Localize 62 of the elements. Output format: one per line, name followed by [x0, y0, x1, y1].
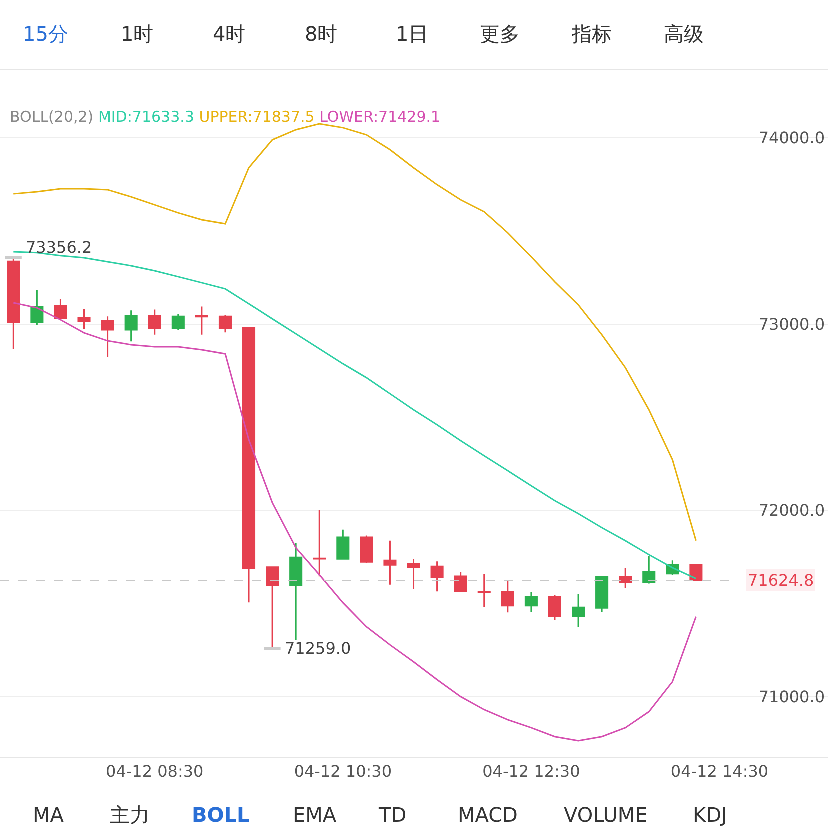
- candlestick: [172, 313, 185, 331]
- text: 主力: [110, 803, 150, 827]
- text: MA: [33, 803, 64, 827]
- candlestick: [313, 509, 326, 578]
- candlestick: [454, 571, 468, 594]
- text: 8时: [305, 22, 338, 46]
- series-label: UPPER:71837.5: [199, 108, 315, 126]
- candlestick: [242, 326, 256, 604]
- text: 1时: [121, 22, 154, 46]
- x-tick-label: 04-12 08:30: [106, 762, 204, 782]
- candlestick: [30, 289, 44, 326]
- x-tick-label: 04-12 14:30: [670, 762, 769, 782]
- y-tick-label: 73000.0: [758, 314, 825, 334]
- text: BOLL: [192, 803, 250, 827]
- candlestick: [148, 308, 162, 336]
- ref-line-label: 71624.8: [748, 571, 814, 590]
- candlestick: [524, 591, 538, 613]
- candlestick: [7, 257, 20, 350]
- candlestick: [124, 310, 138, 342]
- candlestick: [501, 579, 514, 614]
- candlestick: [101, 316, 114, 358]
- text: 15分: [23, 22, 68, 46]
- text: TD: [378, 803, 407, 827]
- candlestick: [195, 306, 208, 336]
- candlestick: [54, 298, 68, 320]
- line-series: [12, 302, 697, 742]
- candlestick: [642, 556, 656, 585]
- text: 4时: [213, 22, 246, 46]
- y-tick-label: 71000.0: [758, 687, 825, 706]
- text: KDJ: [693, 803, 728, 827]
- text: LOWER:71429.1: [320, 108, 441, 126]
- candlestick: [572, 593, 586, 628]
- candlestick: [290, 542, 303, 641]
- text: MACD: [458, 803, 518, 827]
- y-tick-label: 72000.0: [758, 501, 825, 520]
- candlestick: [218, 314, 232, 334]
- text: 1日: [396, 22, 429, 46]
- candlestick: [596, 575, 609, 613]
- text: EMA: [293, 803, 337, 827]
- x-tick-label: 04-12 12:30: [482, 762, 580, 782]
- annotation: 73356.2: [26, 238, 92, 257]
- candlestick: [430, 560, 444, 592]
- text: MID:71633.3: [98, 108, 194, 126]
- candlestick: [266, 566, 280, 650]
- candlestick: [360, 534, 374, 564]
- candlestick: [384, 540, 397, 586]
- candlestick: [78, 308, 91, 330]
- candlestick: [407, 558, 420, 590]
- candlestick: [478, 574, 491, 608]
- candlestick: [336, 529, 350, 560]
- candlestick: [548, 594, 562, 622]
- text: 更多: [480, 22, 520, 46]
- candlestick: [619, 568, 632, 589]
- x-tick-label: 04-12 10:30: [294, 762, 392, 782]
- annotation: 71259.0: [285, 639, 352, 658]
- text: 高级: [664, 22, 704, 46]
- text: 指标: [571, 22, 612, 46]
- y-tick-label: 74000.0: [758, 128, 825, 148]
- legend-title: BOLL(20,2): [10, 108, 94, 126]
- text: VOLUME: [564, 803, 648, 827]
- candlestick: [690, 564, 703, 582]
- line-series: [12, 123, 697, 542]
